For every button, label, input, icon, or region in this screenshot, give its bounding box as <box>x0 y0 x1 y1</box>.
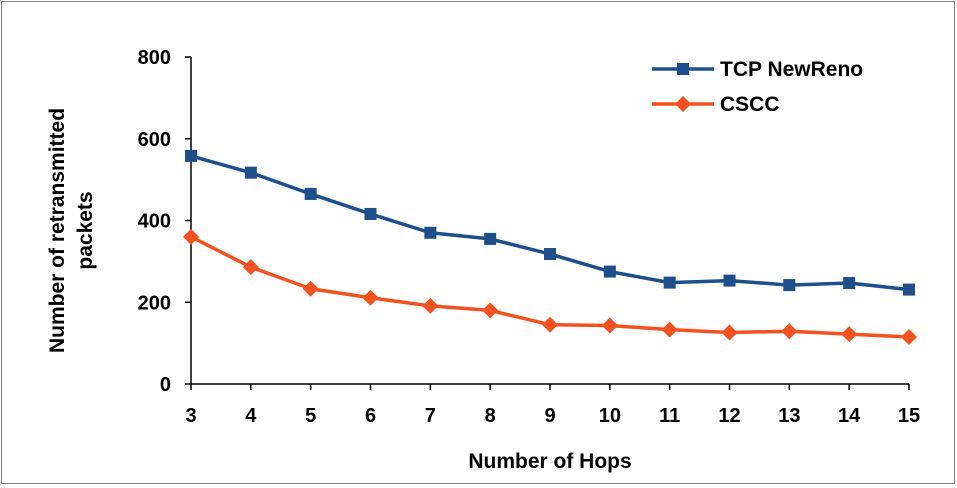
legend-label: CSCC <box>720 93 780 116</box>
y-axis-ticks: 0 200 400 600 800 <box>138 47 191 396</box>
y-tick-label: 200 <box>138 292 171 314</box>
legend-marker <box>677 63 689 75</box>
data-point <box>304 187 317 200</box>
data-point <box>544 248 556 261</box>
y-tick-label: 600 <box>138 129 171 151</box>
x-tick-label: 10 <box>599 405 621 427</box>
legend: TCP NewReno CSCC <box>652 58 863 116</box>
data-point <box>723 274 736 287</box>
x-tick-label: 15 <box>898 405 920 427</box>
series-layer <box>183 149 917 345</box>
legend-marker <box>675 96 691 112</box>
data-point <box>242 259 259 276</box>
series-line <box>190 154 910 292</box>
y-axis-title-line: packets <box>74 191 97 269</box>
data-point <box>783 279 796 292</box>
x-tick-label: 13 <box>778 405 800 427</box>
data-point <box>843 277 856 290</box>
x-tick-label: 5 <box>305 405 316 427</box>
data-point <box>661 321 678 338</box>
y-axis-title: Number of retransmitted packets <box>46 108 97 353</box>
data-point <box>903 283 915 296</box>
data-point <box>244 166 257 179</box>
data-point <box>901 328 917 345</box>
data-point <box>601 317 618 334</box>
data-point <box>721 324 738 341</box>
legend-item: CSCC <box>652 93 780 116</box>
data-point <box>424 226 437 239</box>
series-cscc <box>183 228 917 345</box>
series-tcp-newreno <box>185 149 915 296</box>
data-point <box>183 228 199 245</box>
data-point <box>422 297 439 314</box>
x-tick-label: 4 <box>245 405 257 427</box>
y-tick-label: 800 <box>138 47 171 69</box>
data-point <box>364 207 377 220</box>
data-point <box>603 265 616 278</box>
data-point <box>484 232 497 245</box>
x-axis-ticks: 3 4 5 6 7 8 9 10 11 12 13 14 15 <box>185 384 920 427</box>
x-tick-label: 9 <box>544 405 555 427</box>
legend-item: TCP NewReno <box>652 58 863 81</box>
y-tick-label: 400 <box>138 211 171 233</box>
data-point <box>302 280 319 297</box>
y-tick-label: 0 <box>160 374 171 396</box>
x-tick-label: 12 <box>718 405 740 427</box>
axes <box>190 57 909 385</box>
x-axis-title: Number of Hops <box>468 450 631 473</box>
data-point <box>362 289 379 306</box>
data-point <box>185 149 197 162</box>
x-tick-label: 11 <box>659 405 680 427</box>
data-point <box>841 326 858 343</box>
y-axis-title-line: Number of retransmitted <box>46 108 69 353</box>
x-tick-label: 6 <box>365 405 376 427</box>
x-tick-label: 7 <box>425 405 436 427</box>
legend-label: TCP NewReno <box>720 58 863 81</box>
data-point <box>542 316 558 333</box>
x-tick-label: 8 <box>485 405 496 427</box>
x-tick-label: 3 <box>185 405 196 427</box>
data-point <box>781 323 798 340</box>
data-point <box>482 302 499 319</box>
x-tick-label: 14 <box>838 405 861 427</box>
data-point <box>663 276 676 289</box>
